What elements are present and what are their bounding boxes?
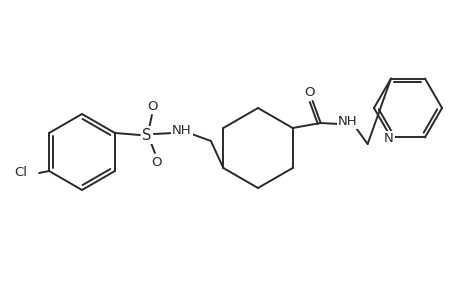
Text: O: O	[151, 155, 162, 169]
Text: N: N	[383, 132, 393, 145]
Text: Cl: Cl	[14, 167, 27, 179]
Text: O: O	[147, 100, 158, 112]
Text: NH: NH	[337, 115, 357, 128]
Text: NH: NH	[172, 124, 191, 136]
Text: S: S	[142, 128, 151, 142]
Text: O: O	[304, 85, 314, 98]
